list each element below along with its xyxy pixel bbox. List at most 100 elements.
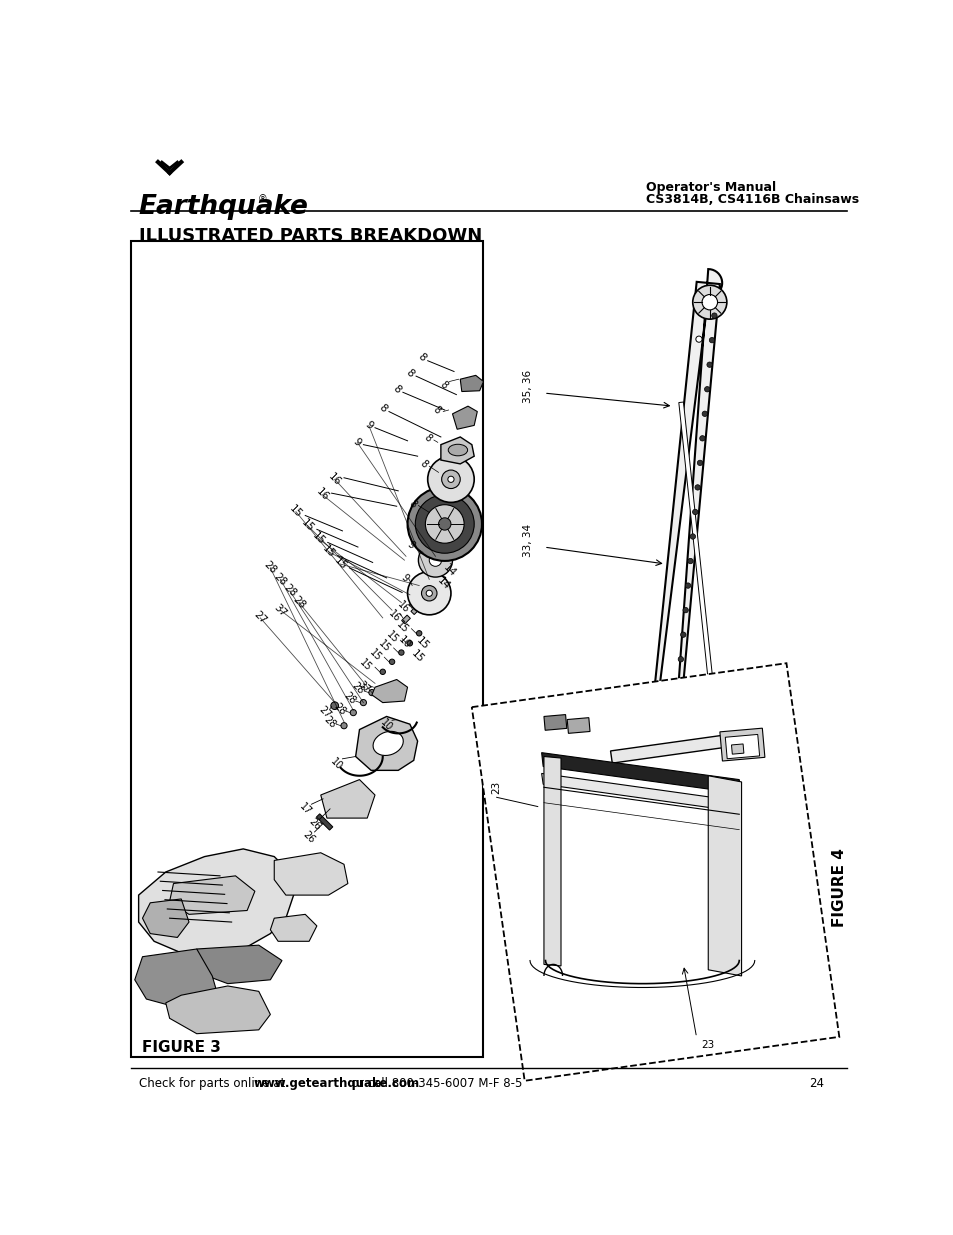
- Text: 10: 10: [378, 718, 395, 734]
- Text: 28: 28: [262, 559, 278, 576]
- Circle shape: [665, 779, 671, 784]
- Text: 15: 15: [299, 517, 315, 534]
- Text: 15: 15: [394, 619, 410, 635]
- Circle shape: [689, 534, 695, 540]
- Text: 15: 15: [320, 543, 336, 559]
- Circle shape: [429, 555, 441, 567]
- Bar: [731, 743, 743, 755]
- Circle shape: [687, 558, 693, 563]
- Circle shape: [655, 742, 667, 755]
- Polygon shape: [142, 899, 189, 937]
- Ellipse shape: [373, 731, 403, 756]
- Polygon shape: [543, 757, 560, 966]
- Text: Check for parts online at: Check for parts online at: [138, 1077, 289, 1091]
- Circle shape: [660, 829, 666, 834]
- Text: 8: 8: [431, 404, 442, 416]
- Circle shape: [679, 632, 685, 637]
- Text: 27: 27: [252, 610, 268, 626]
- Circle shape: [701, 294, 717, 310]
- Text: 17: 17: [297, 802, 313, 816]
- Circle shape: [331, 701, 338, 710]
- Text: 26: 26: [301, 830, 316, 845]
- Polygon shape: [541, 773, 740, 811]
- Text: 15: 15: [357, 658, 374, 673]
- Bar: [679, 403, 715, 709]
- Bar: [316, 814, 333, 830]
- Text: 8: 8: [437, 379, 449, 391]
- Circle shape: [663, 804, 668, 809]
- Circle shape: [426, 590, 432, 597]
- Text: 8: 8: [417, 458, 429, 469]
- Text: 16: 16: [314, 487, 330, 503]
- Polygon shape: [138, 848, 294, 957]
- Bar: [472, 663, 839, 1081]
- Text: www.getearthquake.com: www.getearthquake.com: [253, 1077, 419, 1091]
- Bar: [543, 715, 566, 730]
- Text: 15: 15: [288, 504, 304, 520]
- Text: 28: 28: [341, 690, 357, 706]
- Text: 15: 15: [310, 530, 326, 547]
- Circle shape: [427, 456, 474, 503]
- Text: or call 800-345-6007 M-F 8-5: or call 800-345-6007 M-F 8-5: [348, 1077, 521, 1091]
- Text: 8: 8: [421, 432, 433, 445]
- Text: 16: 16: [326, 471, 342, 488]
- Bar: [720, 729, 764, 761]
- Text: 26: 26: [306, 816, 322, 832]
- Ellipse shape: [448, 445, 467, 456]
- Circle shape: [340, 722, 347, 729]
- Circle shape: [407, 487, 481, 561]
- Circle shape: [350, 710, 356, 716]
- Circle shape: [678, 657, 683, 662]
- Text: 37: 37: [272, 601, 289, 619]
- Text: 10: 10: [395, 635, 413, 651]
- Circle shape: [670, 730, 676, 736]
- Circle shape: [369, 689, 375, 695]
- Text: 23: 23: [491, 781, 501, 794]
- Text: 33, 34: 33, 34: [523, 525, 533, 557]
- Circle shape: [699, 436, 704, 441]
- Text: 35, 36: 35, 36: [523, 370, 533, 404]
- Circle shape: [682, 608, 688, 613]
- Text: 24: 24: [808, 1077, 823, 1091]
- Polygon shape: [459, 375, 483, 391]
- Text: 15: 15: [384, 630, 400, 645]
- Text: CS3814B, CS4116B Chainsaws: CS3814B, CS4116B Chainsaws: [645, 193, 859, 206]
- Text: 10: 10: [328, 756, 344, 772]
- Bar: [326, 798, 342, 815]
- Text: 8: 8: [376, 403, 388, 414]
- Circle shape: [703, 387, 709, 391]
- Text: 16: 16: [395, 599, 411, 615]
- Text: 9: 9: [362, 420, 375, 431]
- Polygon shape: [320, 779, 375, 818]
- Circle shape: [675, 680, 680, 687]
- Text: 15: 15: [376, 638, 392, 655]
- Text: 15: 15: [332, 556, 348, 572]
- Circle shape: [407, 572, 451, 615]
- Polygon shape: [440, 437, 474, 464]
- Circle shape: [673, 705, 679, 711]
- Bar: [131, 241, 483, 1057]
- Circle shape: [360, 699, 366, 705]
- Text: ®: ®: [257, 194, 267, 205]
- Text: 28: 28: [350, 680, 366, 697]
- Circle shape: [684, 583, 690, 588]
- Bar: [411, 606, 419, 615]
- Circle shape: [697, 461, 702, 466]
- Polygon shape: [166, 986, 270, 1034]
- Bar: [567, 718, 589, 734]
- Circle shape: [389, 659, 395, 664]
- Text: FIGURE 3: FIGURE 3: [142, 1040, 221, 1055]
- Text: 27: 27: [316, 705, 333, 720]
- Polygon shape: [134, 948, 220, 1010]
- Text: 8: 8: [406, 498, 417, 510]
- Text: 15: 15: [367, 647, 382, 663]
- Text: 37: 37: [355, 679, 371, 695]
- Text: 28: 28: [291, 594, 307, 611]
- Text: 9: 9: [351, 436, 363, 448]
- Circle shape: [438, 517, 451, 530]
- Circle shape: [441, 471, 459, 489]
- Bar: [724, 735, 759, 758]
- Circle shape: [418, 543, 452, 577]
- Polygon shape: [630, 269, 721, 920]
- Text: 15: 15: [409, 648, 425, 664]
